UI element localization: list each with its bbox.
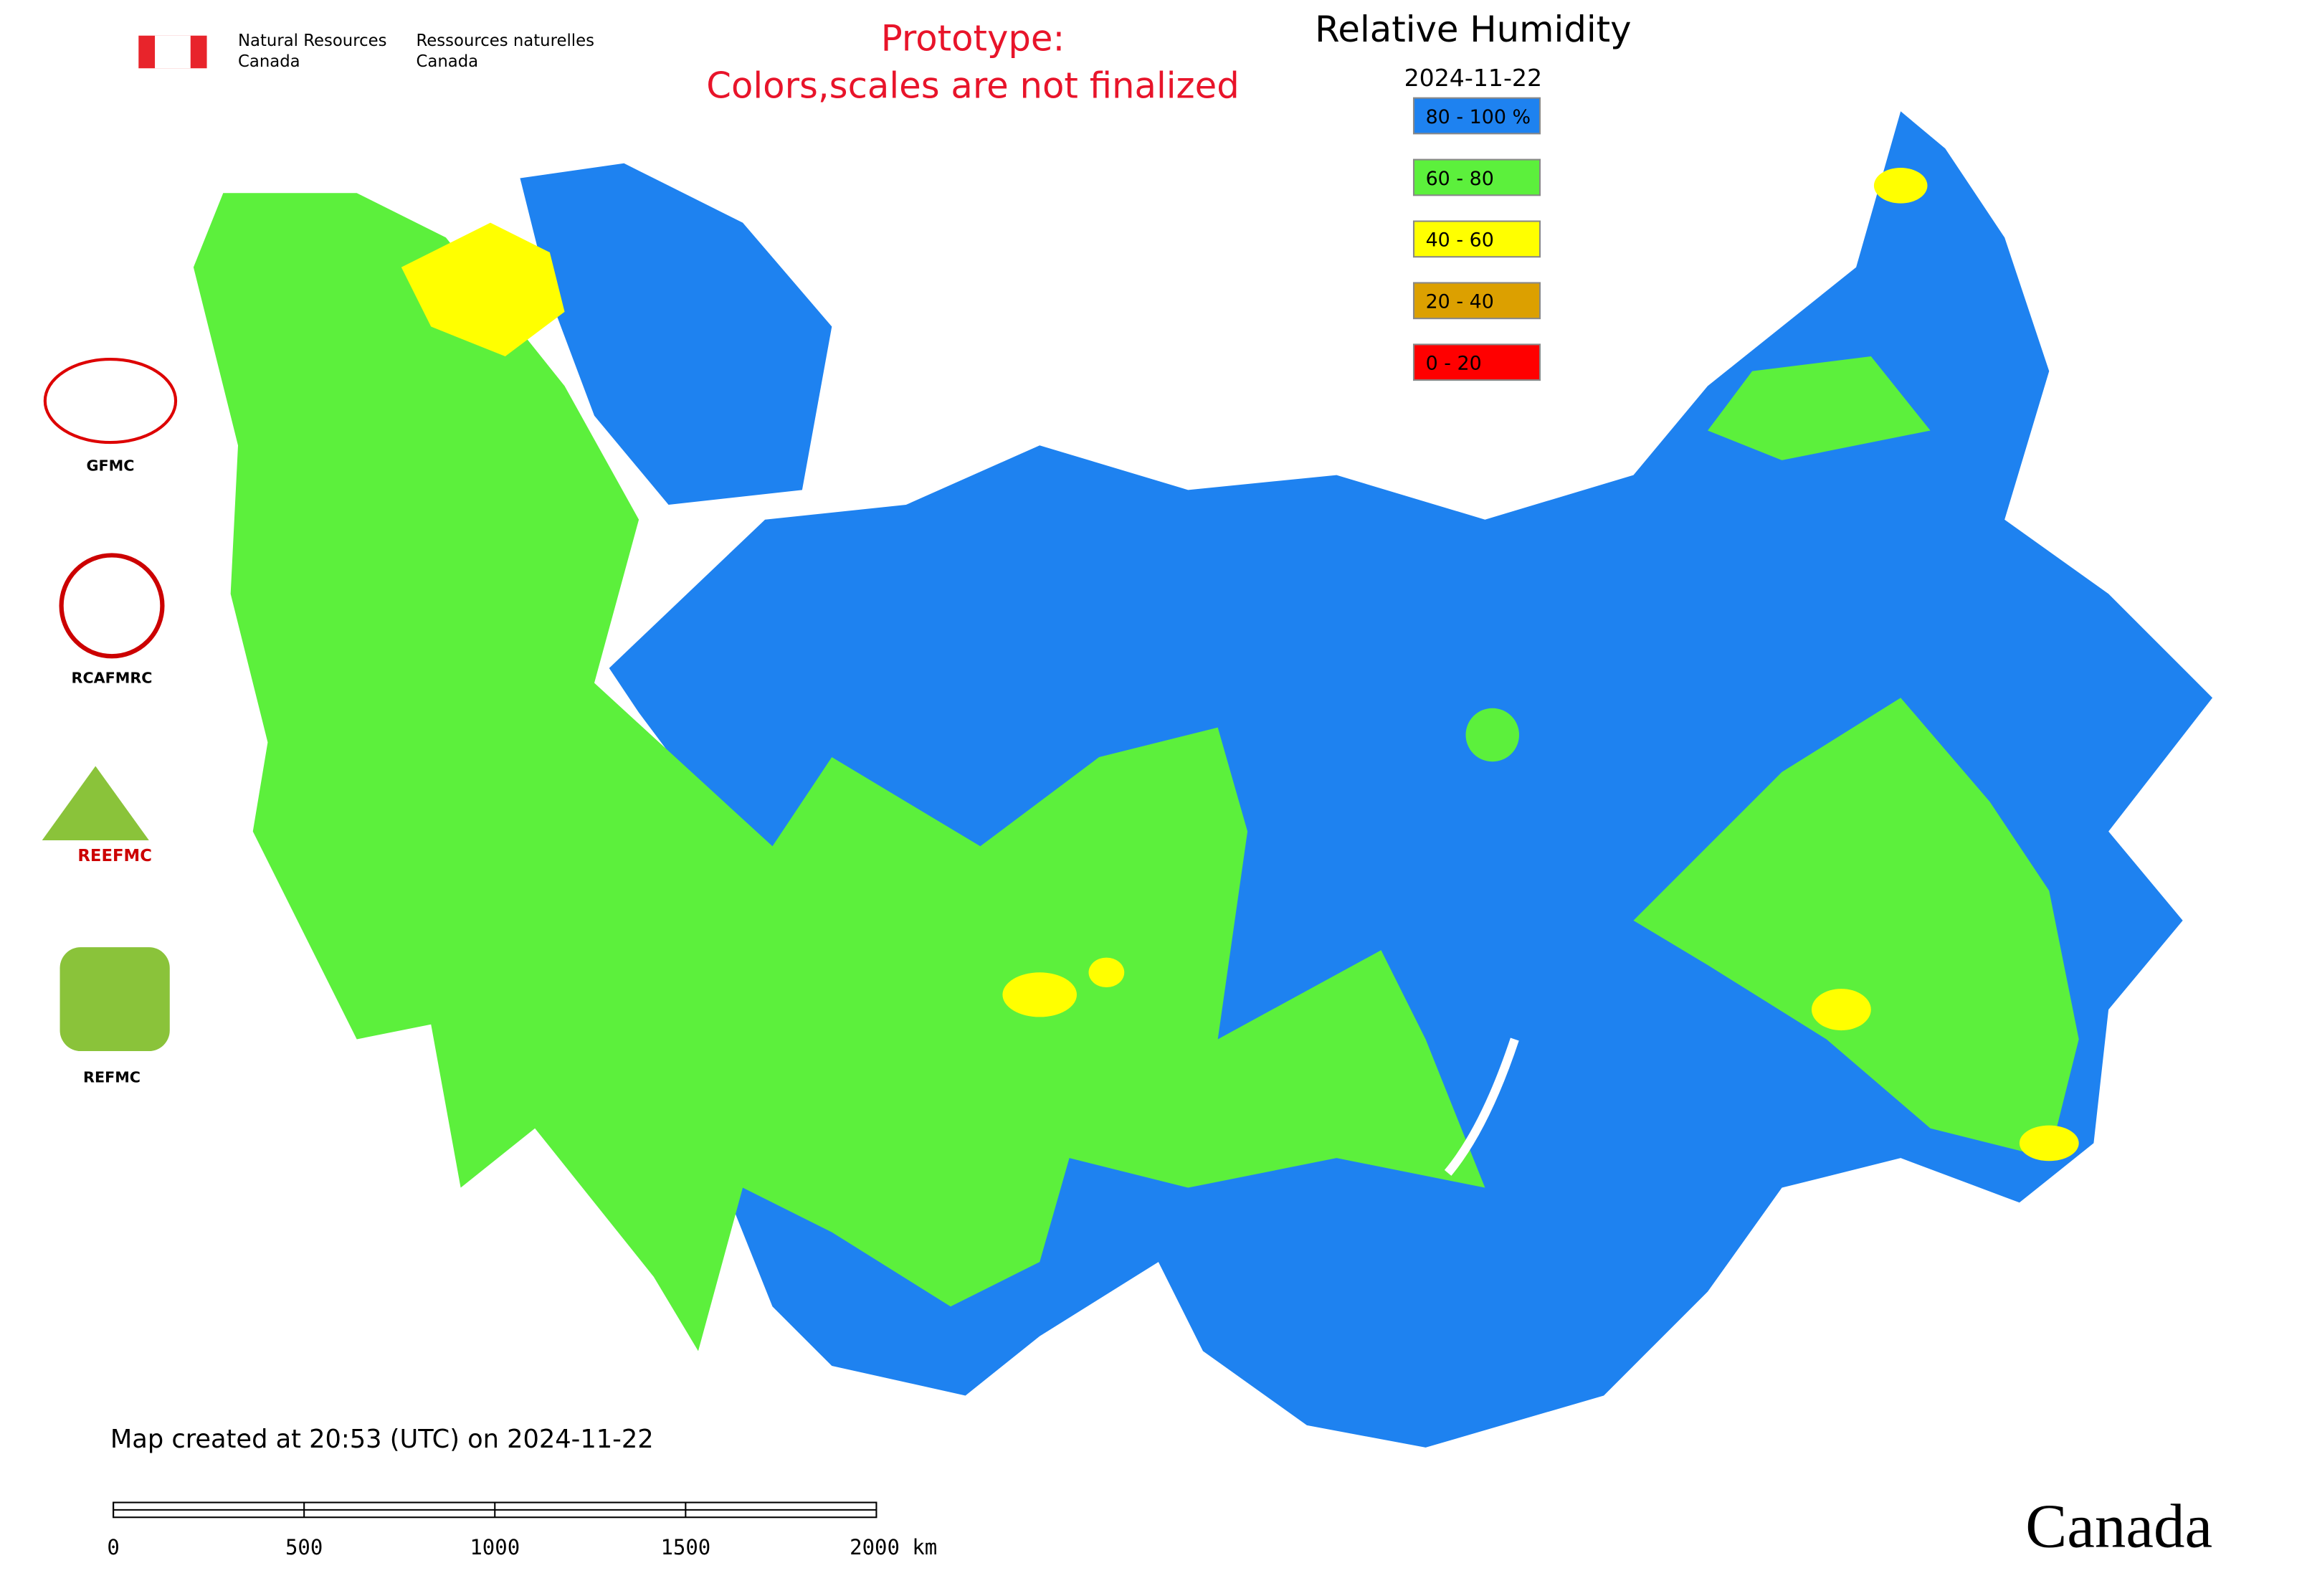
region (520, 163, 832, 505)
map (193, 111, 2213, 1448)
region (401, 222, 565, 356)
region (2019, 1125, 2079, 1162)
legend-label: 40 - 60 (1426, 229, 1494, 252)
legend-label: 80 - 100 % (1426, 106, 1531, 128)
logo-label: GFMC (86, 457, 134, 474)
scale-label: 2000 km (850, 1535, 937, 1559)
logo-label: REEFMC (77, 847, 152, 865)
legend-date: 2024-11-22 (1404, 64, 1543, 92)
logo (42, 766, 149, 841)
agency-en: Canada (238, 52, 300, 71)
region (1002, 972, 1077, 1017)
footer: Map created at 20:53 (UTC) on 2024-11-22… (107, 1425, 2212, 1561)
created-note: Map created at 20:53 (UTC) on 2024-11-22 (110, 1425, 654, 1454)
scale-label: 0 (107, 1535, 119, 1559)
logo-label: RCAFMRC (72, 670, 153, 687)
region (1465, 708, 1520, 762)
legend-title: Relative Humidity (1315, 9, 1631, 50)
wordmark: Canada (2025, 1492, 2212, 1561)
agency-en: Natural Resources (238, 32, 386, 50)
agency-fr: Canada (417, 52, 479, 71)
legend-swatch (1412, 158, 1541, 196)
region (1633, 698, 2079, 1159)
flag-center (155, 35, 191, 69)
notice: Colors,scales are not finalized (706, 65, 1239, 107)
legend: Relative Humidity 2024-11-22 80 - 100 % 6… (1315, 9, 1632, 381)
scale-label: 500 (285, 1535, 323, 1559)
legend-swatch (1412, 220, 1541, 258)
lake (1444, 1037, 1519, 1176)
legend-swatch (1412, 343, 1541, 381)
region (1708, 356, 1931, 460)
agency-fr: Ressources naturelles (417, 32, 594, 50)
logos: GFMC RCAFMRC REEFMC REFMC (42, 358, 178, 1086)
legend-swatch (1412, 282, 1541, 320)
legend-label: 60 - 80 (1426, 168, 1494, 190)
region (1873, 167, 1928, 204)
notice: Prototype: (881, 17, 1065, 59)
header: Natural Resources Canada Ressources natu… (138, 17, 1240, 107)
logo-label: REFMC (83, 1069, 141, 1086)
logo (43, 358, 178, 445)
scale-label: 1000 (470, 1535, 520, 1559)
legend-swatch (1412, 97, 1541, 135)
logo (60, 947, 170, 1052)
legend-label: 20 - 40 (1426, 291, 1494, 313)
region (1811, 989, 1871, 1031)
region (1088, 957, 1125, 988)
scale-label: 1500 (660, 1535, 710, 1559)
region (193, 193, 1485, 1352)
logo (59, 553, 165, 659)
legend-label: 0 - 20 (1426, 353, 1482, 375)
